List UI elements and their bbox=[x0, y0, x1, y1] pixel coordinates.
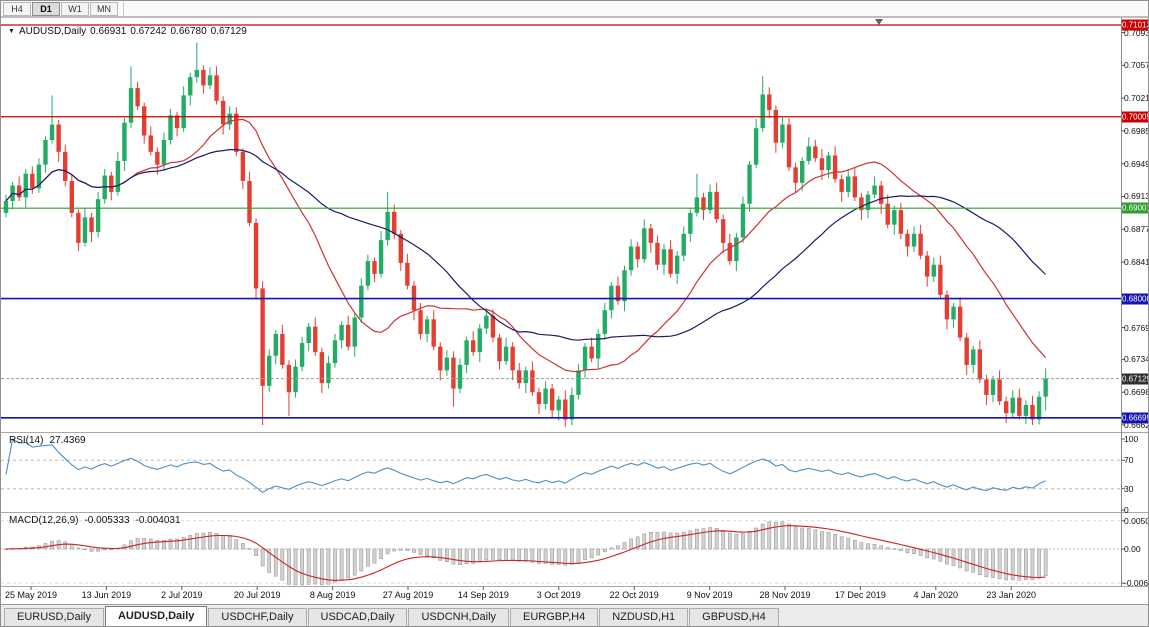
period-button-w1[interactable]: W1 bbox=[61, 1, 89, 16]
price-axis-label: 0.69490 bbox=[1124, 158, 1148, 169]
close-value: 0.67129 bbox=[210, 26, 247, 37]
date-axis-label: 13 Jun 2019 bbox=[81, 590, 132, 600]
date-axis-label: 22 Oct 2019 bbox=[609, 590, 659, 600]
price-axis-label: 0.70570 bbox=[1124, 60, 1148, 71]
rsi-value: 27.4369 bbox=[49, 435, 86, 446]
symbol-ohlc-info: ▼ AUDUSD,Daily 0.66931 0.67242 0.66780 0.6712… bbox=[8, 26, 251, 37]
symbol-marker-icon: ▼ bbox=[8, 28, 15, 35]
price-axis-label: 0.68770 bbox=[1124, 224, 1148, 235]
price-axis-label: 0.67340 bbox=[1124, 354, 1148, 365]
date-axis-label: 28 Nov 2019 bbox=[759, 590, 811, 600]
date-axis-label: 20 Jul 2019 bbox=[233, 590, 281, 600]
chart-tab-nzdusd[interactable]: NZDUSD,H1 bbox=[599, 608, 689, 626]
rsi-axis-label: 70 bbox=[1124, 455, 1134, 466]
rsi-axis-label: 0 bbox=[1124, 505, 1129, 515]
open-value: 0.66931 bbox=[90, 26, 127, 37]
rsi-name: RSI(14) bbox=[9, 435, 44, 446]
price-axis-label: 0.67690 bbox=[1124, 322, 1148, 333]
chart-tab-eurusd[interactable]: EURUSD,Daily bbox=[4, 608, 104, 626]
chart-tab-eurgbp[interactable]: EURGBP,H4 bbox=[510, 608, 599, 626]
date-axis-label: 8 Aug 2019 bbox=[309, 590, 356, 600]
price-tag: 0.66699 bbox=[1122, 412, 1149, 424]
date-axis-label: 25 May 2019 bbox=[4, 590, 58, 600]
candlestick-series[interactable] bbox=[3, 42, 1048, 427]
chart-shift-marker[interactable] bbox=[875, 19, 883, 25]
period-button-h4[interactable]: H4 bbox=[3, 1, 31, 16]
current-price-tag: 0.67129 bbox=[1122, 373, 1149, 385]
period-button-d1[interactable]: D1 bbox=[32, 1, 60, 16]
symbol-timeframe-label: AUDUSD,Daily bbox=[18, 26, 87, 37]
date-axis-label: 23 Jan 2020 bbox=[986, 590, 1036, 600]
macd-axis-label: -0.00614 bbox=[1124, 578, 1149, 589]
date-axis-label: 14 Sep 2019 bbox=[457, 590, 509, 600]
chart-tab-usdcnh[interactable]: USDCNH,Daily bbox=[408, 608, 510, 626]
macd-indicator-label: MACD(12,26,9) -0.005333 -0.004031 bbox=[9, 515, 187, 526]
price-tag: 0.68008 bbox=[1122, 293, 1149, 305]
price-axis-label: 0.66980 bbox=[1124, 387, 1148, 398]
macd-name: MACD(12,26,9) bbox=[9, 515, 79, 526]
date-axis-label: 2 Jul 2019 bbox=[161, 590, 203, 600]
price-tag: 0.71013 bbox=[1122, 19, 1149, 31]
macd-signal-line[interactable] bbox=[5, 525, 1046, 581]
price-tag: 0.70005 bbox=[1122, 111, 1149, 123]
price-axis-label: 0.70210 bbox=[1124, 93, 1148, 104]
date-axis-label: 27 Aug 2019 bbox=[382, 590, 434, 600]
rsi-axis-label: 100 bbox=[1124, 434, 1139, 444]
chart-tab-usdchf[interactable]: USDCHF,Daily bbox=[208, 608, 307, 626]
date-axis-label: 3 Oct 2019 bbox=[536, 590, 581, 600]
chart-tab-gbpusd[interactable]: GBPUSD,H4 bbox=[689, 608, 779, 626]
chart-tab-bar: EURUSD,Daily AUDUSD,Daily USDCHF,Daily USDC… bbox=[1, 604, 1148, 626]
macd-axis-label: 0.00 bbox=[1124, 544, 1141, 554]
price-axis-label: 0.69130 bbox=[1124, 191, 1148, 202]
period-button-group: H4 D1 W1 MN bbox=[3, 1, 124, 16]
price-axis-label: 0.66620 bbox=[1124, 419, 1148, 430]
date-axis-label: 17 Dec 2019 bbox=[834, 590, 886, 600]
high-value: 0.67242 bbox=[130, 26, 167, 37]
macd-signal-value: -0.004031 bbox=[135, 515, 181, 526]
price-axis-label: 0.68410 bbox=[1124, 257, 1148, 267]
date-axis-label: 9 Nov 2019 bbox=[686, 590, 733, 600]
rsi-line[interactable] bbox=[5, 438, 1046, 493]
rsi-axis-label: 30 bbox=[1124, 483, 1134, 494]
period-toolbar: H4 D1 W1 MN bbox=[1, 1, 1148, 17]
chart-tab-audusd[interactable]: AUDUSD,Daily bbox=[104, 606, 208, 626]
chart-tab-usdcad[interactable]: USDCAD,Daily bbox=[307, 608, 408, 626]
macd-axis-label: 0.00507 bbox=[1124, 515, 1148, 526]
price-axis-label: 0.69850 bbox=[1124, 125, 1148, 136]
low-value: 0.66780 bbox=[170, 26, 207, 37]
period-button-mn[interactable]: MN bbox=[90, 1, 118, 16]
date-axis-label: 4 Jan 2020 bbox=[913, 590, 959, 600]
rsi-indicator-label: RSI(14) 27.4369 bbox=[9, 435, 92, 446]
price-tag: 0.69001 bbox=[1122, 202, 1149, 214]
ma-fast-line[interactable] bbox=[5, 118, 1047, 373]
ma-slow-line[interactable] bbox=[5, 149, 1047, 341]
macd-main-value: -0.005333 bbox=[84, 515, 130, 526]
macd-histogram[interactable] bbox=[4, 521, 1048, 586]
price-axis-label: 0.70930 bbox=[1124, 27, 1148, 38]
